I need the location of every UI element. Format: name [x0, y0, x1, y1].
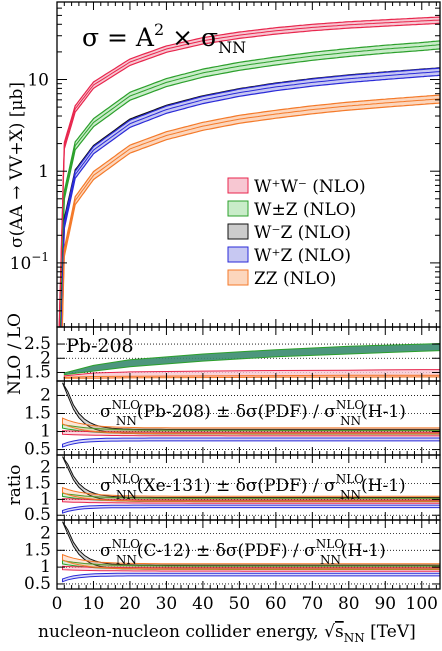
xtick-label: 30 [156, 594, 178, 614]
legend-swatch-4 [227, 269, 249, 286]
ratio-ytick-label: 1.5 [24, 540, 51, 560]
legend-swatch-0 [227, 177, 249, 194]
ytick-label: 10−1 [10, 250, 49, 274]
k-ytick-label: 1.5 [24, 362, 51, 382]
series-lower-4 [61, 102, 440, 327]
ratio-ytick-label: 0.5 [24, 574, 51, 594]
legend-swatch-1 [227, 200, 249, 217]
k-ylabel: NLO / LO [5, 313, 25, 395]
x-axis-label: nucleon-nucleon collider energy, √sNN [T… [38, 622, 416, 645]
legend-label-3: W⁺Z (NLO) [254, 246, 351, 266]
series-upper-3 [60, 67, 440, 327]
legend-label-0: W⁺W⁻ (NLO) [254, 177, 366, 197]
ratio-ytick-label: 1 [40, 557, 51, 577]
legend-swatch-2 [227, 223, 249, 240]
ratio-ytick-label: 2 [40, 385, 51, 405]
series-lower-0 [58, 22, 440, 327]
series-line-3 [60, 71, 440, 327]
xtick-label: 90 [374, 594, 396, 614]
xtick-label: 60 [265, 594, 287, 614]
main-title: σ = A2 × σNN [82, 20, 246, 57]
k-ytick-label: 2.5 [24, 334, 51, 354]
ratio-panel-label-2: σNLO NN(C-12) ± δσ(PDF) / σNLO NN(H-1) [100, 537, 386, 567]
k-ytick-label: 2 [40, 348, 51, 368]
series-line-0 [58, 19, 440, 327]
legend-swatch-3 [227, 246, 249, 263]
ratio-band-1-4 [62, 504, 441, 514]
series-upper-1 [59, 40, 440, 327]
legend-label-4: ZZ (NLO) [254, 269, 336, 289]
legend-label-2: W⁻Z (NLO) [254, 223, 351, 243]
ratio-ytick-label: 2 [40, 523, 51, 543]
ratio-ytick-label: 2 [40, 458, 51, 478]
band-4 [62, 95, 440, 327]
xtick-label: 10 [83, 594, 105, 614]
k-panel-label: Pb-208 [66, 335, 134, 357]
xtick-label: 40 [192, 594, 214, 614]
xtick-label: 0 [52, 594, 63, 614]
series-lower-1 [60, 48, 440, 327]
ratio-ytick-label: 0.5 [24, 505, 51, 525]
xtick-label: 100 [406, 594, 438, 614]
series-line-1 [60, 44, 440, 327]
xtick-label: 70 [302, 594, 324, 614]
series-lower-2 [60, 74, 440, 327]
ratio-band-0-4 [62, 437, 441, 448]
series-line-4 [61, 98, 440, 327]
xtick-label: 20 [119, 594, 141, 614]
ratio-ylabel: ratio [5, 465, 25, 506]
ratio-ytick-label: 1 [40, 422, 51, 442]
main-ylabel: σ(AA → VV+X) [μb] [7, 82, 27, 248]
ratio-panel-label-0: σNLO NN(Pb-208) ± δσ(PDF) / σNLO NN(H-1) [100, 398, 406, 428]
ratio-band-2-4 [62, 572, 441, 583]
ytick-label: 10 [27, 70, 49, 90]
xtick-label: 50 [229, 594, 251, 614]
legend-label-1: W±Z (NLO) [254, 200, 356, 220]
series-upper-0 [58, 16, 440, 327]
series-lower-3 [60, 74, 440, 327]
ratio-ytick-label: 0.5 [24, 440, 51, 460]
panel-frame-r3 [56, 519, 441, 590]
ratio-ytick-label: 1.5 [24, 403, 51, 423]
main-plot-area [58, 16, 440, 327]
ratio-ytick-label: 1 [40, 489, 51, 509]
xtick-label: 80 [338, 594, 360, 614]
ratio-ytick-label: 1.5 [24, 474, 51, 494]
series-upper-4 [61, 94, 440, 327]
ytick-label: 1 [38, 162, 49, 182]
